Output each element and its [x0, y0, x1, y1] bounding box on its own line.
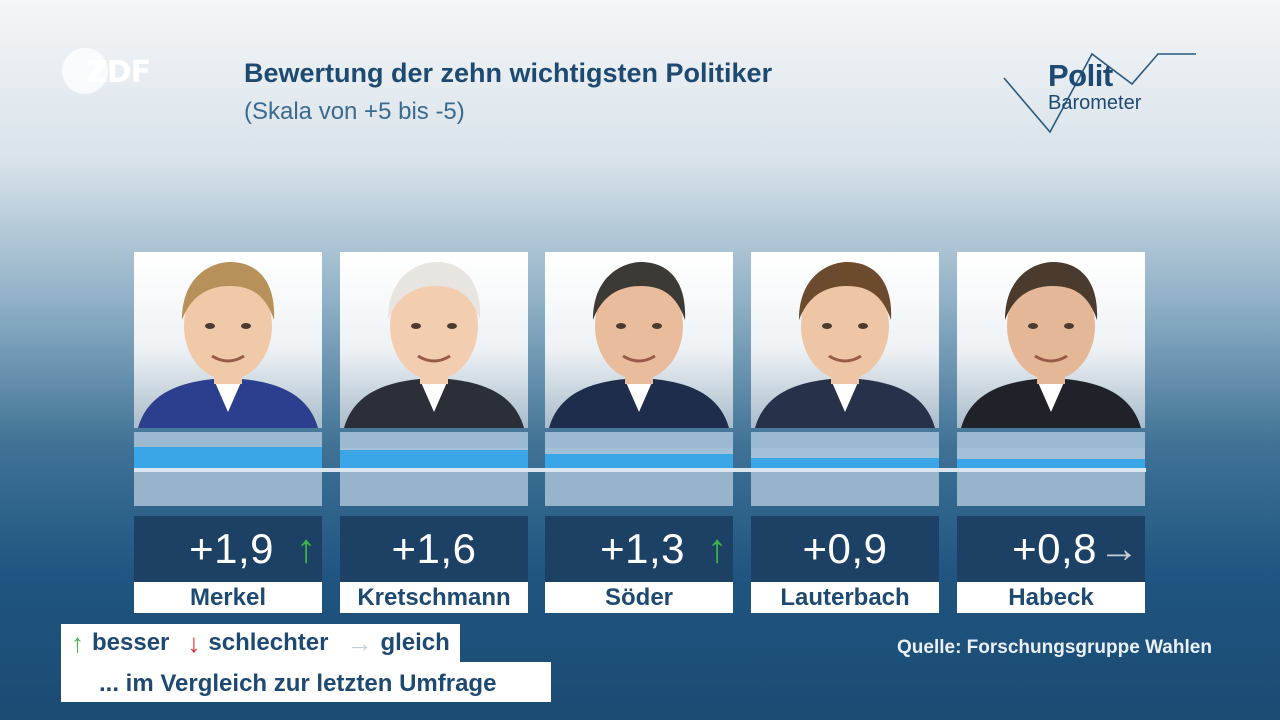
trend-same-icon: → [1099, 527, 1139, 571]
rating-bar [751, 458, 939, 468]
value-label: +0,9 [802, 525, 888, 572]
zdf-logo-text: ZDF [86, 55, 151, 90]
scale-strip [751, 472, 939, 506]
politbarometer-zigzag [1003, 52, 1196, 134]
legend-same-label: gleich [380, 629, 450, 656]
politician-photo [545, 252, 733, 428]
legend-down-icon: ↓ [187, 627, 201, 658]
zdf-logo: ZDF [62, 48, 152, 98]
scale-strip [134, 432, 322, 448]
politbarometer-logo: Polit Barometer [1000, 50, 1200, 140]
rating-bar [545, 454, 733, 468]
politician-name: Lauterbach [751, 582, 939, 613]
chart-title: Bewertung der zehn wichtigsten Politiker [244, 58, 773, 88]
politbarometer-logo-polit: Polit [1048, 58, 1113, 93]
scale-strip [134, 472, 322, 506]
scale-strip [957, 432, 1145, 448]
politician-name: Söder [545, 582, 733, 613]
politician-panel: +1,3 ↑ Söder [545, 252, 733, 613]
politician-photo [340, 252, 528, 428]
legend-note-text: ... im Vergleich zur letzten Umfrage [99, 670, 497, 697]
legend-trends: ↑ besser ↓ schlechter → gleich [61, 624, 460, 662]
value-label: +0,8 [1012, 525, 1097, 572]
legend-up-label: besser [92, 629, 170, 656]
legend-up-icon: ↑ [71, 627, 84, 658]
legend-down-label: schlechter [208, 629, 329, 656]
politbarometer-logo-barometer: Barometer [1048, 92, 1142, 114]
scale-strip [545, 472, 733, 506]
value-box: +0,9 [751, 516, 939, 582]
politician-panel: +0,8 → Habeck [957, 252, 1145, 613]
politician-name: Kretschmann [340, 582, 528, 613]
scale-strip [957, 472, 1145, 506]
value-label: +1,3 [600, 525, 685, 572]
value-box: +1,9 ↑ [134, 516, 322, 582]
politician-panel: +0,9 Lauterbach [751, 252, 939, 613]
trend-up-icon: ↑ [707, 527, 727, 571]
scale-strip [340, 472, 528, 506]
value-box: +1,6 [340, 516, 528, 582]
rating-bar [134, 447, 322, 468]
legend-same-icon: → [346, 627, 373, 658]
scale-strip [545, 432, 733, 448]
source-note: Quelle: Forschungsgruppe Wahlen [897, 637, 1212, 658]
politician-photo [957, 252, 1145, 428]
value-box: +0,8 → [957, 516, 1145, 582]
scale-strip [751, 432, 939, 448]
zdf-logo-circle [62, 48, 108, 94]
value-label: +1,9 [189, 525, 274, 572]
legend-note: ... im Vergleich zur letzten Umfrage [61, 662, 551, 702]
politician-photo [751, 252, 939, 428]
chart-subtitle: (Skala von +5 bis -5) [244, 98, 465, 125]
value-label: +1,6 [391, 525, 477, 572]
politician-name: Merkel [134, 582, 322, 613]
trend-up-icon: ↑ [296, 527, 316, 571]
politician-panel: +1,6 Kretschmann [340, 252, 528, 613]
politician-photo [134, 252, 322, 428]
value-box: +1,3 ↑ [545, 516, 733, 582]
rating-bar [957, 459, 1145, 468]
politician-name: Habeck [957, 582, 1145, 613]
politician-panel: +1,9 ↑ Merkel [134, 252, 322, 613]
scale-strip [340, 432, 528, 448]
rating-bar [340, 450, 528, 468]
zero-line [134, 468, 1146, 472]
